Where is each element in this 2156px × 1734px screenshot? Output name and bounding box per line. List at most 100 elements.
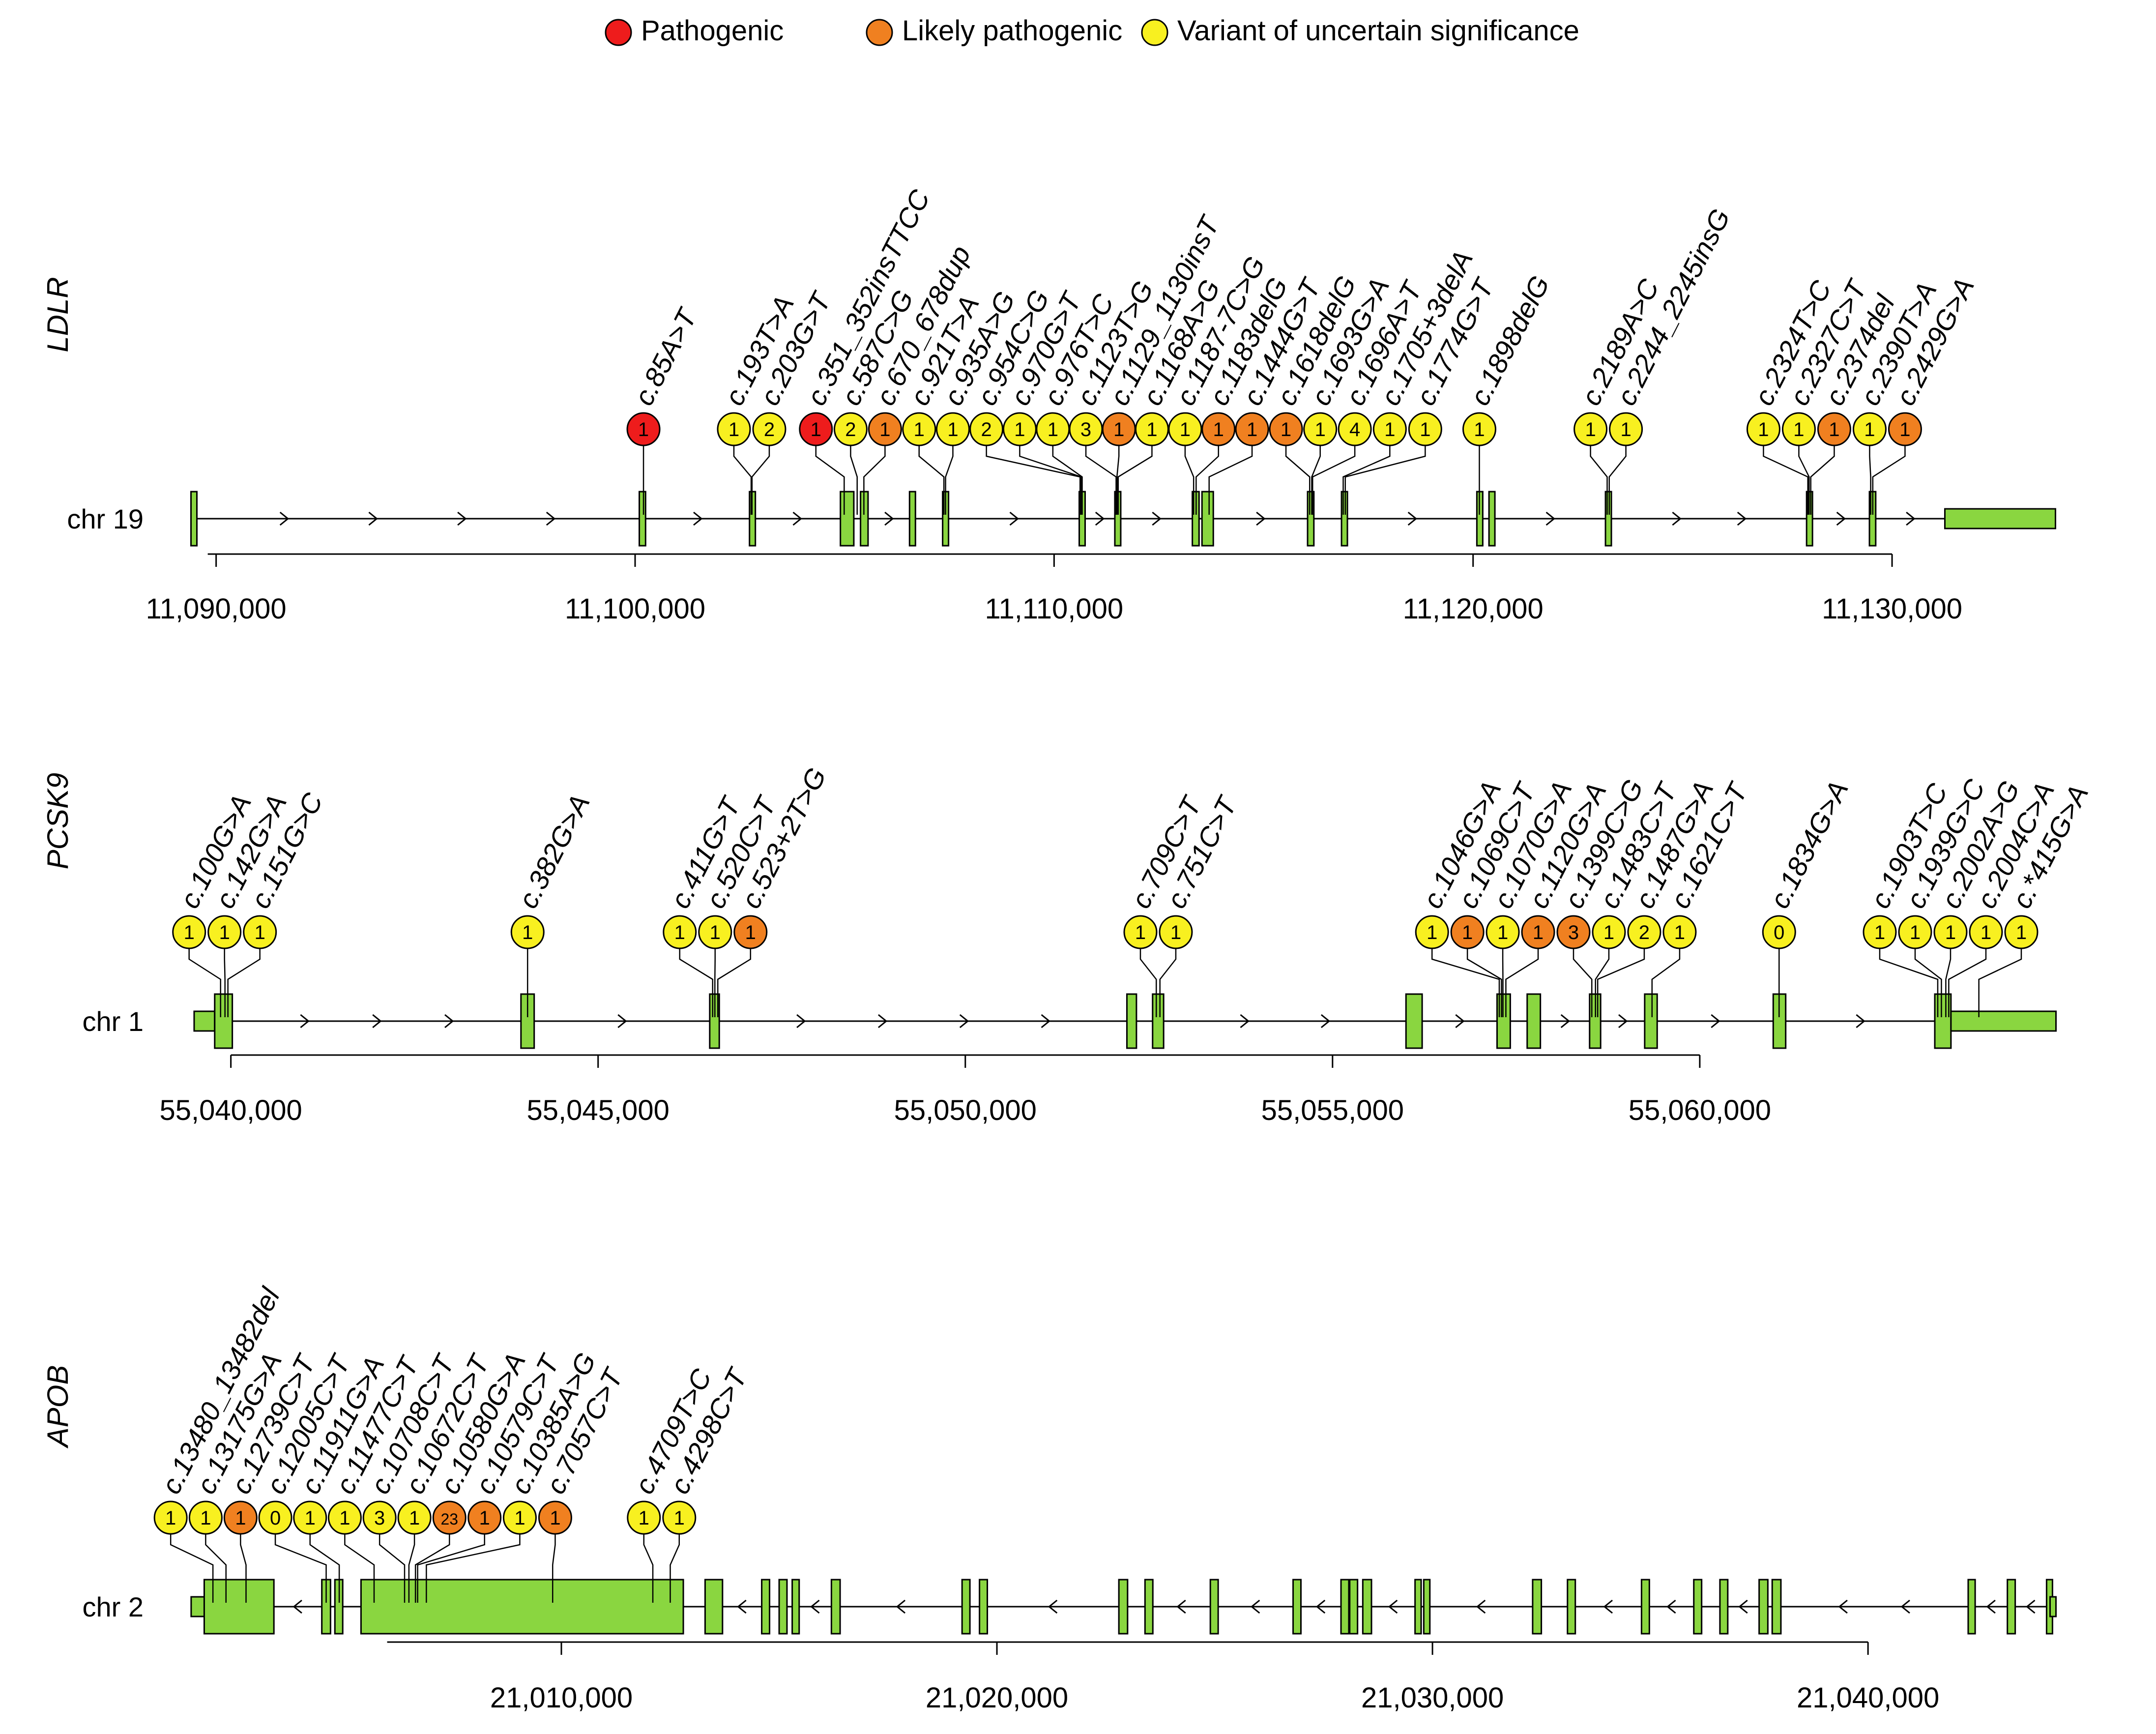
variant-count: 2 xyxy=(845,419,856,441)
strand-arrow xyxy=(796,1014,806,1029)
variant-connector xyxy=(1311,445,1321,515)
variant-count: 1 xyxy=(1420,419,1430,441)
variant-marker: 1c.709C>T xyxy=(1123,791,1208,1017)
variant-connector xyxy=(1208,445,1253,515)
variant-bubble xyxy=(1408,412,1442,446)
strand-arrow xyxy=(372,1014,382,1029)
exon-block xyxy=(214,993,233,1049)
variant-bubble xyxy=(698,915,732,949)
variant-bubble xyxy=(172,915,206,949)
variant-connector xyxy=(1085,445,1117,515)
variant-bubble xyxy=(1486,915,1520,949)
exon-block xyxy=(1405,993,1423,1049)
strand-arrow xyxy=(1476,1599,1486,1614)
variant-count: 1 xyxy=(1315,419,1326,441)
utr-block xyxy=(190,1596,205,1617)
exon-block xyxy=(1126,993,1137,1049)
variant-count: 1 xyxy=(514,1507,525,1529)
variant-count: 0 xyxy=(270,1507,281,1529)
variant-count: 1 xyxy=(745,922,756,943)
variant-bubble xyxy=(1662,915,1697,949)
variant-connector xyxy=(379,1534,406,1603)
variant-connector xyxy=(1285,445,1311,515)
strand-arrow xyxy=(1152,511,1162,526)
legend-swatch xyxy=(1141,19,1168,46)
variant-bubble xyxy=(1573,412,1608,446)
variant-count: 3 xyxy=(1568,922,1579,943)
variant-bubble xyxy=(662,1500,697,1535)
strand-arrow xyxy=(1041,1014,1050,1029)
legend-label: Likely pathogenic xyxy=(902,15,1122,47)
axis-tick-label: 21,020,000 xyxy=(926,1682,1068,1714)
variant-connector xyxy=(426,1534,521,1603)
exon-block xyxy=(961,1579,971,1635)
variant-count: 1 xyxy=(200,1507,211,1529)
variant-marker: 1 c.85A>T xyxy=(626,302,703,515)
strand-arrow xyxy=(1388,1599,1398,1614)
variant-bubble xyxy=(1933,915,1968,949)
variant-count: 1 xyxy=(1384,419,1395,441)
variant-bubble xyxy=(397,1500,432,1535)
variant-count: 1 xyxy=(879,419,890,441)
variant-bubble xyxy=(717,412,751,446)
variant-count: 1 xyxy=(550,1507,560,1529)
variant-connector xyxy=(1139,948,1157,1017)
variant-bubble xyxy=(1746,412,1780,446)
variant-bubble xyxy=(1556,915,1591,949)
variant-connector xyxy=(188,948,221,1017)
variant-bubble xyxy=(293,1500,327,1535)
strand-arrow xyxy=(1320,1014,1331,1029)
variant-connector xyxy=(170,1534,214,1603)
strand-arrow xyxy=(279,511,290,526)
variant-connector xyxy=(1914,948,1942,1017)
variant-count: 2 xyxy=(764,419,775,441)
strand-arrow xyxy=(1836,511,1846,526)
strand-arrow xyxy=(1176,1599,1186,1614)
variant-count: 1 xyxy=(1213,419,1224,441)
variant-bubble xyxy=(1969,915,2003,949)
variant-bubble xyxy=(258,1500,292,1535)
variant-count: 2 xyxy=(1639,922,1650,943)
strand-arrow xyxy=(884,511,894,526)
axis-tick-label: 21,030,000 xyxy=(1361,1682,1504,1714)
exon-block xyxy=(1340,1579,1350,1635)
variant-count: 1 xyxy=(522,922,533,943)
exon-block xyxy=(1532,1579,1543,1635)
exon-block xyxy=(639,491,646,547)
variant-connector xyxy=(863,445,886,515)
variant-bubble xyxy=(1372,412,1407,446)
variant-count: 1 xyxy=(1135,922,1146,943)
variant-connector xyxy=(1019,445,1082,515)
variant-connector xyxy=(1597,948,1645,1017)
variant-bubble xyxy=(1762,915,1796,949)
exon-block xyxy=(1362,1579,1372,1635)
variant-count: 1 xyxy=(1864,419,1875,441)
variant-count: 1 xyxy=(1620,419,1631,441)
legend-label: Variant of uncertain significance xyxy=(1177,15,1579,47)
variant-connector xyxy=(1342,445,1391,515)
variant-bubble xyxy=(752,412,787,446)
variant-connector xyxy=(1590,445,1608,515)
variant-count: 1 xyxy=(1247,419,1257,441)
variant-count: 1 xyxy=(1829,419,1839,441)
legend-label: Pathogenic xyxy=(641,15,784,47)
variant-connector xyxy=(1431,948,1500,1017)
variant-count: 1 xyxy=(674,922,685,943)
strand-arrow xyxy=(300,1014,310,1029)
exon-block xyxy=(1719,1579,1729,1635)
variant-count: 1 xyxy=(1585,419,1596,441)
variant-connector xyxy=(679,948,714,1017)
variant-count: 1 xyxy=(639,1507,649,1529)
variant-count: 1 xyxy=(1533,922,1544,943)
variant-bubble xyxy=(969,412,1004,446)
variant-connector xyxy=(1159,948,1177,1017)
variant-count: 1 xyxy=(914,419,925,441)
variant-marker: 1 c.382G>A xyxy=(510,790,596,1017)
exon-block xyxy=(1349,1579,1359,1635)
variant-count: 1 xyxy=(1014,419,1025,441)
variant-count: 1 xyxy=(674,1507,685,1529)
variant-connector xyxy=(1466,948,1502,1017)
variant-bubble xyxy=(663,915,697,949)
gene-panels: LDLR chr 19 11,090,000 11,100,000 11,110,000… xyxy=(41,184,2094,1714)
